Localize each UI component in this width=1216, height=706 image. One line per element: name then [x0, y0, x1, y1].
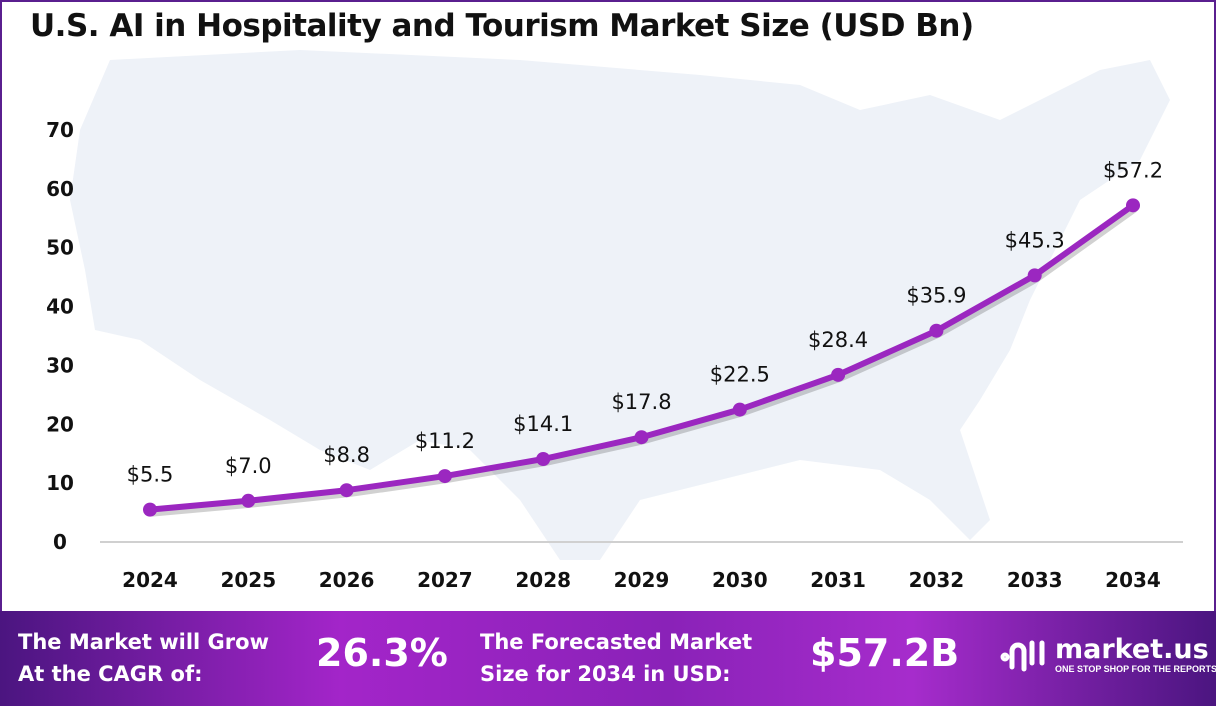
data-label: $22.5	[710, 363, 770, 387]
data-label: $57.2	[1103, 158, 1163, 182]
data-label: $7.0	[225, 454, 272, 478]
data-point	[437, 469, 452, 484]
x-tick-label: 2030	[712, 568, 768, 592]
data-point	[339, 483, 354, 498]
data-label: $28.4	[808, 328, 868, 352]
data-point	[634, 430, 649, 445]
data-point	[929, 323, 944, 338]
data-point	[241, 493, 256, 508]
x-tick-label: 2028	[515, 568, 571, 592]
data-label: $35.9	[906, 284, 966, 308]
x-tick-label: 2029	[614, 568, 670, 592]
market-us-logo: market.us ONE STOP SHOP FOR THE REPORTS	[1000, 636, 1216, 674]
data-label: $5.5	[127, 463, 174, 487]
y-tick-label: 0	[53, 530, 67, 554]
y-tick-label: 30	[46, 353, 74, 377]
data-label: $14.1	[513, 412, 573, 436]
logo-icon	[1000, 640, 1045, 672]
cagr-value: 26.3%	[316, 631, 448, 675]
data-label: $8.8	[323, 443, 370, 467]
y-tick-label: 70	[46, 118, 74, 142]
x-tick-label: 2033	[1007, 568, 1063, 592]
x-tick-label: 2025	[220, 568, 276, 592]
data-point	[732, 402, 747, 417]
data-label: $17.8	[611, 390, 671, 414]
y-tick-label: 60	[46, 177, 74, 201]
data-point	[1126, 198, 1140, 213]
x-tick-label: 2031	[810, 568, 866, 592]
y-tick-label: 20	[46, 412, 74, 436]
x-tick-label: 2032	[909, 568, 965, 592]
x-tick-label: 2026	[319, 568, 375, 592]
y-tick-label: 40	[46, 295, 74, 319]
data-label: $11.2	[415, 429, 475, 453]
x-tick-label: 2034	[1105, 568, 1161, 592]
y-tick-label: 50	[46, 236, 74, 260]
forecast-value: $57.2B	[810, 631, 960, 675]
cagr-label: The Market will Grow At the CAGR of:	[18, 630, 269, 686]
data-point	[143, 502, 157, 517]
x-tick-label: 2024	[122, 568, 178, 592]
logo-tagline: ONE STOP SHOP FOR THE REPORTS	[1055, 664, 1216, 674]
summary-banner: The Market will Grow At the CAGR of: 26.3…	[0, 611, 1216, 706]
data-point	[536, 452, 551, 467]
y-tick-label: 10	[46, 471, 74, 495]
chart-title: U.S. AI in Hospitality and Tourism Marke…	[30, 8, 974, 44]
us-map-background	[70, 50, 1170, 560]
data-point	[1027, 268, 1042, 283]
logo-name: market.us	[1055, 634, 1209, 665]
data-point	[831, 367, 846, 382]
data-label: $45.3	[1005, 228, 1065, 252]
forecast-label: The Forecasted Market Size for 2034 in US…	[480, 630, 753, 686]
x-tick-label: 2027	[417, 568, 473, 592]
